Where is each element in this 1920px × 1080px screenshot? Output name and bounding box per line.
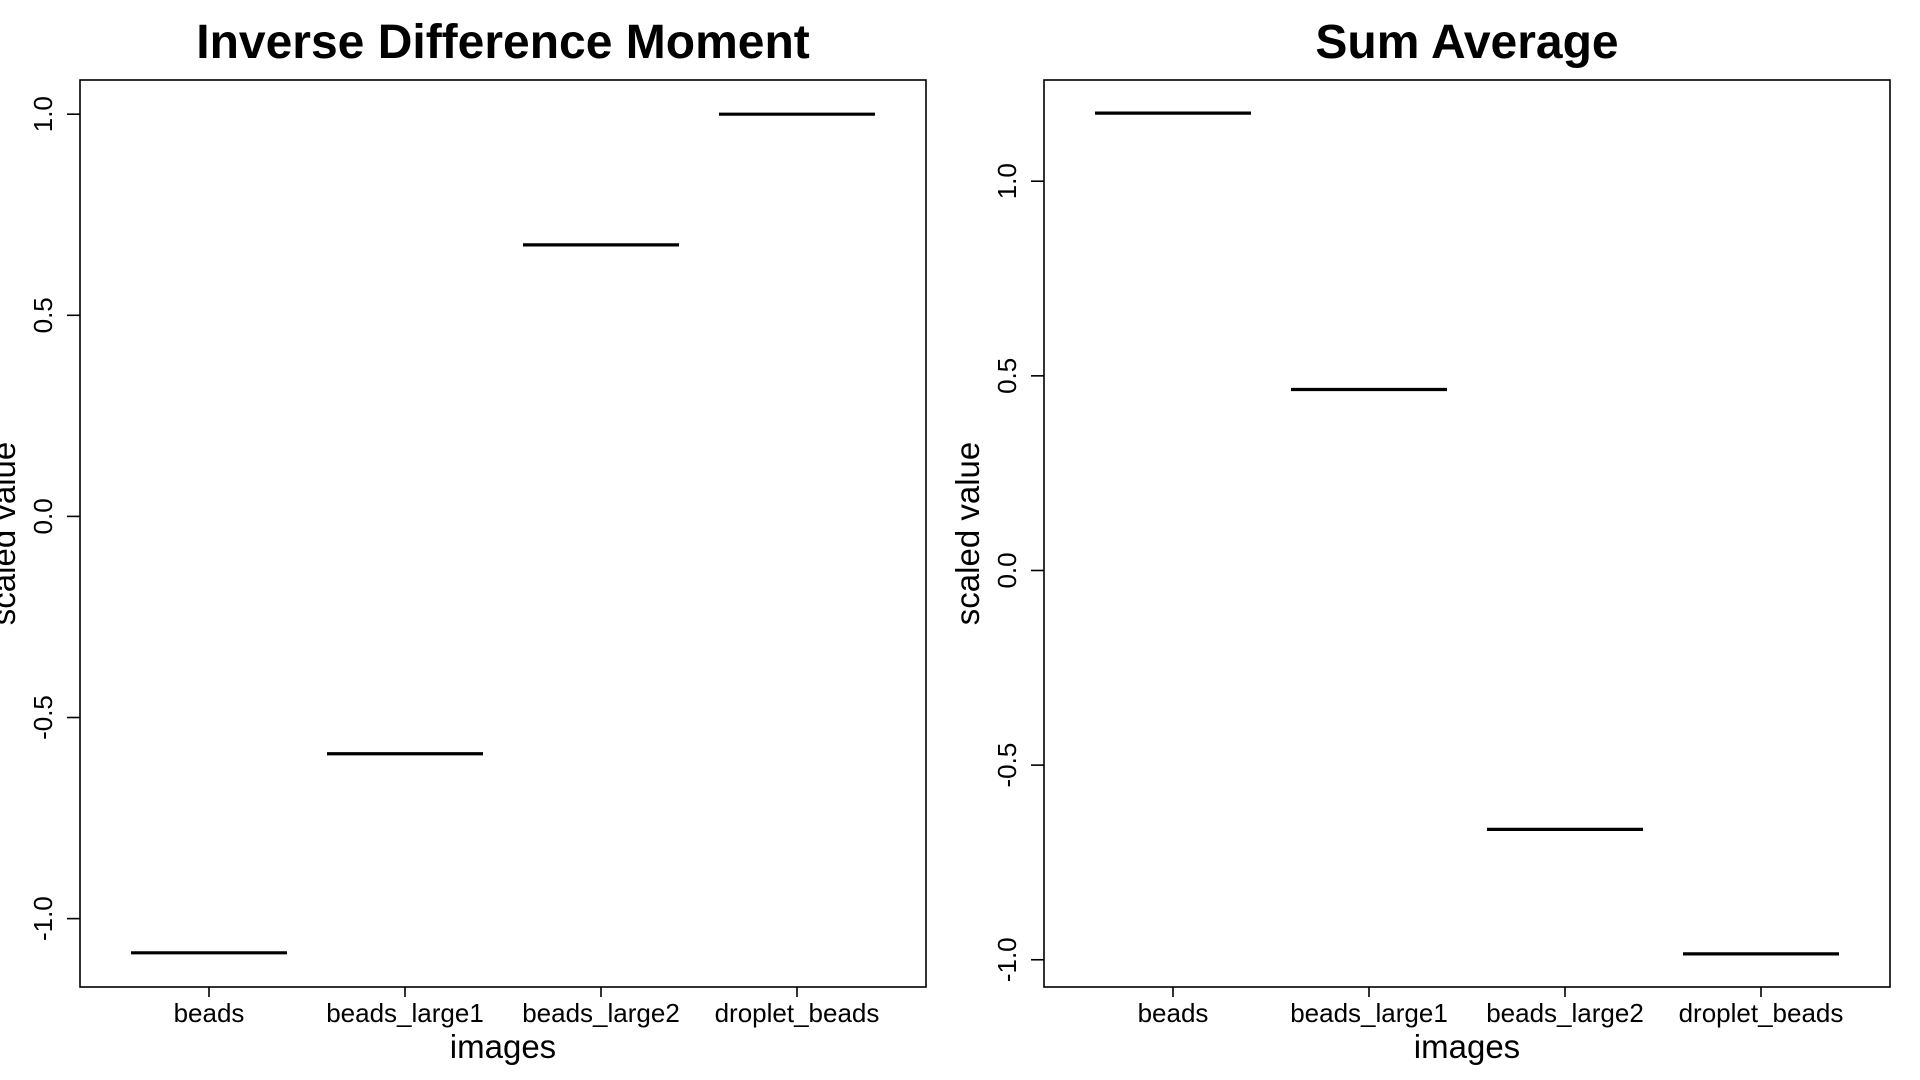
- x-tick-label: beads: [174, 998, 245, 1028]
- x-tick-label: beads_large1: [1290, 998, 1448, 1028]
- data-marks: [131, 112, 875, 955]
- x-axis: beads beads_large1 beads_large2 droplet_bea…: [1138, 987, 1844, 1028]
- y-axis: -1.0 -0.5 0.0 0.5 1.0: [28, 96, 80, 941]
- plot-frame: [1043, 79, 1891, 988]
- y-axis-title: scaled value: [0, 442, 22, 625]
- y-tick-label: 0.5: [28, 297, 58, 333]
- y-tick-label: -1.0: [28, 896, 58, 941]
- y-tick-label: 1.0: [992, 163, 1022, 199]
- data-marks: [1095, 111, 1839, 956]
- chart-title: Sum Average: [1315, 16, 1618, 69]
- chart-title: Inverse Difference Moment: [196, 16, 810, 69]
- y-tick-label: -0.5: [28, 695, 58, 740]
- y-tick-label: 1.0: [28, 96, 58, 132]
- x-tick-label: beads_large2: [1486, 998, 1644, 1028]
- chart-panel-sum-average: Sum Average -1.0-0.50.00.51.0 beads beads…: [949, 16, 1891, 1065]
- x-tick-label: beads_large1: [326, 998, 484, 1028]
- y-axis: -1.0 -0.5 0.0 0.5 1.0: [992, 163, 1044, 982]
- x-tick-label: droplet_beads: [715, 998, 880, 1028]
- y-tick-label: 0.0: [28, 498, 58, 534]
- chart-panel-inverse-difference-moment: Inverse Difference Moment -1.0 -0.5 0.0 0.5…: [0, 16, 927, 1065]
- y-axis-title: scaled value: [949, 442, 986, 625]
- plot-frame: [79, 79, 927, 988]
- x-axis-title: images: [1414, 1028, 1520, 1065]
- x-tick-label: beads_large2: [522, 998, 680, 1028]
- y-tick-label: 0.5: [992, 358, 1022, 394]
- y-tick-label: -1.0: [992, 937, 1022, 982]
- x-axis: beads beads_large1 beads_large2 droplet_bea…: [174, 987, 880, 1028]
- x-axis-title: images: [450, 1028, 556, 1065]
- y-tick-label: 0.0: [992, 552, 1022, 588]
- x-tick-label: droplet_beads: [1679, 998, 1844, 1028]
- y-tick-label: -0.5: [992, 743, 1022, 788]
- x-tick-label: beads: [1138, 998, 1209, 1028]
